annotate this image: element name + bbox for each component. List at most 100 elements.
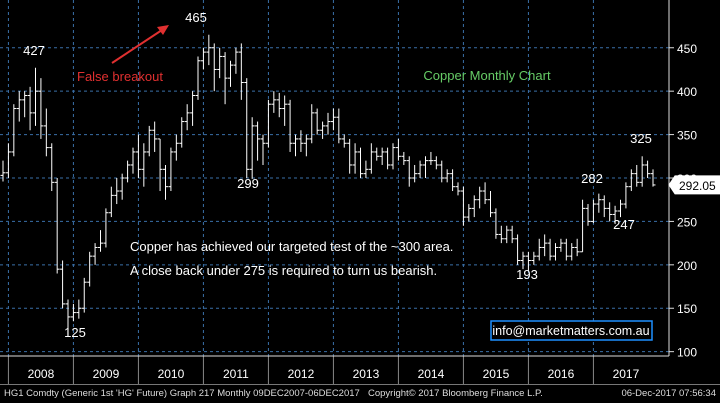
ohlc-bar — [81, 277, 87, 313]
ohlc-bar — [276, 92, 282, 118]
arrow-head-icon — [157, 25, 169, 35]
ohlc-bar — [498, 225, 504, 244]
ohlc-bar — [645, 160, 651, 178]
ohlc-bar — [574, 238, 580, 257]
ohlc-bar — [298, 130, 304, 152]
false-breakout-arrow — [111, 29, 163, 64]
ohlc-bar — [260, 134, 266, 165]
ohlc-bar — [70, 303, 76, 322]
ohlc-bar — [108, 186, 114, 218]
x-year-label: 2016 — [548, 367, 575, 381]
ohlc-bar — [542, 234, 548, 257]
false-breakout-label: False breakout — [77, 69, 163, 84]
y-tick-label: 350 — [677, 129, 697, 143]
ohlc-bar — [114, 178, 120, 205]
label-low-2016: 193 — [516, 267, 538, 282]
y-tick-label: 150 — [677, 302, 697, 316]
ohlc-bar — [22, 91, 28, 118]
ohlc-bar — [531, 251, 537, 265]
ohlc-bar — [244, 78, 250, 178]
x-year-label: 2011 — [223, 367, 249, 381]
label-low-2011: 299 — [237, 176, 259, 191]
ohlc-bar — [130, 147, 136, 174]
y-tick-label: 200 — [677, 259, 697, 273]
ohlc-bar — [455, 182, 461, 196]
ohlc-bar — [163, 164, 168, 200]
ohlc-bar — [433, 156, 439, 170]
label-high-2017b: 325 — [630, 131, 652, 146]
ohlc-bar — [11, 104, 17, 157]
ohlc-bar — [639, 156, 645, 187]
ohlc-bar — [314, 108, 320, 135]
ohlc-bar — [152, 121, 158, 152]
ohlc-bar — [520, 251, 526, 270]
ohlc-bar — [368, 143, 374, 174]
ohlc-bar — [352, 143, 358, 174]
last-price-tag — [668, 175, 720, 195]
ohlc-bar — [444, 169, 450, 183]
ohlc-bar — [536, 238, 542, 261]
ohlc-bar — [569, 243, 575, 261]
watermark-box — [490, 320, 653, 341]
ohlc-bar — [558, 238, 564, 252]
ohlc-bar — [374, 147, 380, 161]
ohlc-bar — [428, 151, 434, 165]
axes: 1001502002503003504004502008200920102011… — [0, 0, 697, 384]
ohlc-bar — [141, 143, 147, 187]
x-year-label: 2017 — [613, 367, 640, 381]
ohlc-bars — [0, 34, 656, 330]
ohlc-bar — [233, 47, 239, 74]
ohlc-bar — [157, 138, 163, 192]
ohlc-bar — [33, 67, 38, 126]
ohlc-bar — [173, 134, 179, 161]
ohlc-bar — [590, 199, 596, 224]
ohlc-bar — [623, 182, 629, 209]
label-high-2017a: 282 — [581, 171, 603, 186]
ohlc-bar — [43, 108, 49, 157]
label-peak-2008: 427 — [23, 43, 45, 58]
ohlc-bar — [238, 43, 244, 100]
ohlc-bar — [363, 160, 369, 178]
x-year-label: 2014 — [418, 367, 445, 381]
ohlc-bar — [265, 99, 271, 148]
x-year-label: 2009 — [93, 367, 120, 381]
ohlc-bar — [103, 208, 109, 248]
x-year-label: 2008 — [28, 367, 55, 381]
ohlc-bar — [287, 99, 293, 152]
label-low-2008: 125 — [64, 325, 86, 340]
ohlc-bar — [5, 143, 11, 178]
ohlc-bar — [580, 199, 586, 253]
ohlc-bar — [509, 225, 515, 244]
chart-title: Copper Monthly Chart — [423, 68, 551, 83]
ohlc-bar — [336, 108, 342, 144]
ohlc-bar — [347, 138, 353, 174]
ohlc-bar — [211, 43, 217, 92]
ohlc-bar — [195, 56, 201, 100]
ohlc-bar — [601, 195, 607, 218]
ohlc-bar — [477, 186, 483, 209]
ohlc-bar — [515, 234, 521, 265]
ohlc-bar — [553, 243, 558, 261]
ohlc-bar — [320, 121, 326, 139]
ohlc-bar — [618, 199, 623, 218]
ohlc-bar — [146, 125, 152, 157]
ohlc-bar — [38, 78, 44, 139]
ohlc-bar — [439, 160, 445, 183]
ohlc-bar — [76, 299, 82, 319]
ohlc-bar — [412, 164, 418, 183]
footer-copyright: Copyright© 2017 Bloomberg Finance L.P. — [368, 388, 543, 399]
y-tick-label: 100 — [677, 346, 697, 360]
ohlc-bar — [65, 299, 71, 330]
ohlc-bar — [460, 186, 466, 226]
ohlc-bar — [98, 230, 103, 252]
ohlc-bar — [168, 147, 174, 192]
ohlc-bar — [206, 34, 212, 66]
ohlc-bar — [60, 260, 66, 309]
ohlc-bar — [135, 134, 141, 178]
ohlc-bar — [634, 164, 640, 187]
label-peak-2011: 465 — [185, 10, 207, 25]
chart-canvas: 1001502002503003504004502008200920102011… — [0, 0, 720, 384]
ohlc-bar — [222, 52, 228, 105]
ohlc-bar — [179, 117, 185, 148]
